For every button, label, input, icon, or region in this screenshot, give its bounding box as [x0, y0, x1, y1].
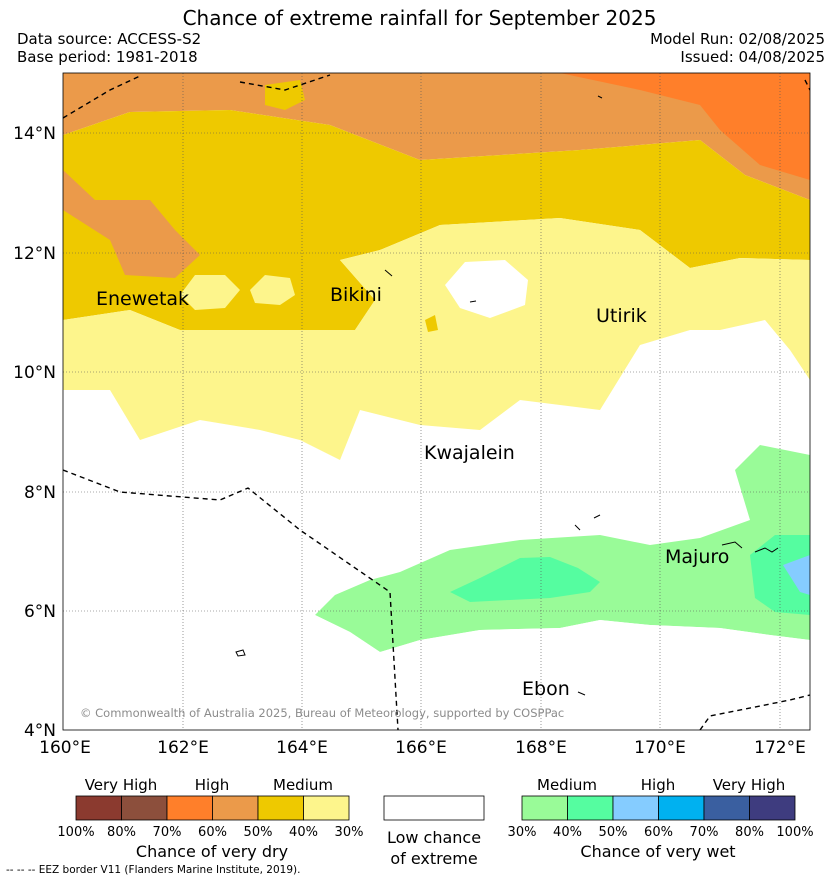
longitude-labels: 160°E 162°E 164°E 166°E 168°E 170°E 172°…	[39, 738, 806, 758]
dry-medium-patch-north	[265, 80, 305, 110]
issued-text: Issued: 04/08/2025	[680, 48, 825, 66]
wet-pct-label: 40%	[553, 825, 582, 840]
dry-pct-label: 50%	[244, 825, 273, 840]
wet-medium-high-zone	[450, 557, 600, 602]
data-source-text: Data source: ACCESS-S2	[17, 30, 202, 48]
lon-label: 170°E	[634, 738, 686, 758]
map-frame	[62, 72, 811, 731]
lat-label: 12°N	[13, 244, 56, 264]
dry-pct-label: 60%	[198, 825, 227, 840]
lat-label: 10°N	[13, 363, 56, 383]
wet-medium-zone	[63, 445, 810, 730]
dry-low-patch-b	[250, 275, 295, 305]
dry-low-zone	[63, 218, 810, 460]
dry-high-core	[560, 73, 810, 180]
wet-pct-label: 80%	[735, 825, 764, 840]
low-chance-swatch	[383, 795, 485, 821]
dry-high-zone-west-overlay	[63, 170, 200, 278]
wet-pct-label: 60%	[644, 825, 673, 840]
wet-pct-label: 100%	[776, 825, 813, 840]
wet-swatch	[567, 795, 614, 821]
dry-swatch	[75, 795, 122, 821]
low-chance-hole	[445, 260, 528, 318]
dry-low-patch-a	[180, 275, 240, 310]
dry-cat-high: High	[195, 776, 229, 794]
place-majuro: Majuro	[665, 546, 729, 568]
place-bikini: Bikini	[330, 284, 382, 306]
wet-swatch	[749, 795, 796, 821]
lon-label: 164°E	[276, 738, 328, 758]
wet-cat-medium: Medium	[537, 776, 597, 794]
dry-medium-zone	[63, 110, 810, 330]
legend-low: Low chance of extreme	[383, 795, 485, 868]
lon-label: 172°E	[754, 738, 806, 758]
dry-swatch	[212, 795, 259, 821]
dry-cat-very-high: Very High	[85, 776, 158, 794]
place-utirik: Utirik	[596, 305, 647, 327]
dry-swatch	[166, 795, 213, 821]
dry-pct-label: 30%	[335, 825, 364, 840]
dry-medium-patch-small	[425, 315, 438, 332]
base-period-text: Base period: 1981-2018	[17, 48, 198, 66]
legend-dry: Very High High Medium 100% 80% 70% 60% 50% 40…	[57, 776, 363, 861]
eez-note: -- -- -- EEZ border V11 (Flanders Marine…	[6, 864, 301, 876]
lat-label: 14°N	[13, 124, 56, 144]
wet-swatch	[521, 795, 568, 821]
header-left: Data source: ACCESS-S2 Base period: 1981…	[17, 30, 201, 66]
dry-high-zone	[63, 73, 810, 200]
place-labels: Enewetak Bikini Utirik Kwajalein Majuro …	[96, 284, 729, 700]
lon-label: 160°E	[39, 738, 91, 758]
eez-border	[63, 74, 810, 730]
dry-pct-label: 70%	[153, 825, 182, 840]
copyright-text: © Commonwealth of Australia 2025, Bureau…	[80, 706, 564, 720]
place-enewetak: Enewetak	[96, 288, 189, 310]
low-chance-line2: of extreme	[390, 849, 477, 868]
islands	[235, 95, 779, 696]
model-run-text: Model Run: 02/08/2025	[650, 30, 825, 48]
wet-legend-title: Chance of very wet	[580, 842, 735, 861]
wet-pct-label: 30%	[508, 825, 537, 840]
lon-label: 168°E	[515, 738, 567, 758]
wet-swatch	[658, 795, 705, 821]
dry-swatch	[303, 795, 350, 821]
lat-label: 8°N	[24, 483, 56, 503]
lat-label: 6°N	[24, 602, 56, 622]
latitude-labels: 14°N 12°N 10°N 8°N 6°N 4°N	[13, 124, 56, 741]
lon-label: 166°E	[395, 738, 447, 758]
wet-pct-label: 70%	[690, 825, 719, 840]
dry-pct-label: 80%	[107, 825, 136, 840]
dry-pct-label: 40%	[289, 825, 318, 840]
legend-wet: Medium High Very High 30% 40% 50% 60% 70% 80%…	[508, 776, 814, 861]
wet-swatch	[612, 795, 659, 821]
place-kwajalein: Kwajalein	[424, 442, 515, 464]
dry-pct-label: 100%	[57, 825, 94, 840]
wet-cat-high: High	[641, 776, 675, 794]
dry-swatch	[121, 795, 168, 821]
wet-swatch	[703, 795, 750, 821]
wet-high-zone	[783, 555, 810, 595]
dry-swatch	[257, 795, 304, 821]
map-title: Chance of extreme rainfall for September…	[182, 6, 657, 30]
wet-cat-very-high: Very High	[713, 776, 786, 794]
dry-cat-medium: Medium	[273, 776, 333, 794]
header-right: Model Run: 02/08/2025 Issued: 04/08/2025	[650, 30, 825, 66]
low-chance-line1: Low chance	[387, 828, 481, 847]
low-chance-south	[63, 615, 810, 730]
place-ebon: Ebon	[522, 678, 570, 700]
lon-label: 162°E	[157, 738, 209, 758]
map-area: © Commonwealth of Australia 2025, Bureau…	[63, 73, 810, 730]
lat-label: 4°N	[24, 721, 56, 741]
wet-pct-label: 50%	[599, 825, 628, 840]
dry-legend-title: Chance of very dry	[136, 842, 288, 861]
